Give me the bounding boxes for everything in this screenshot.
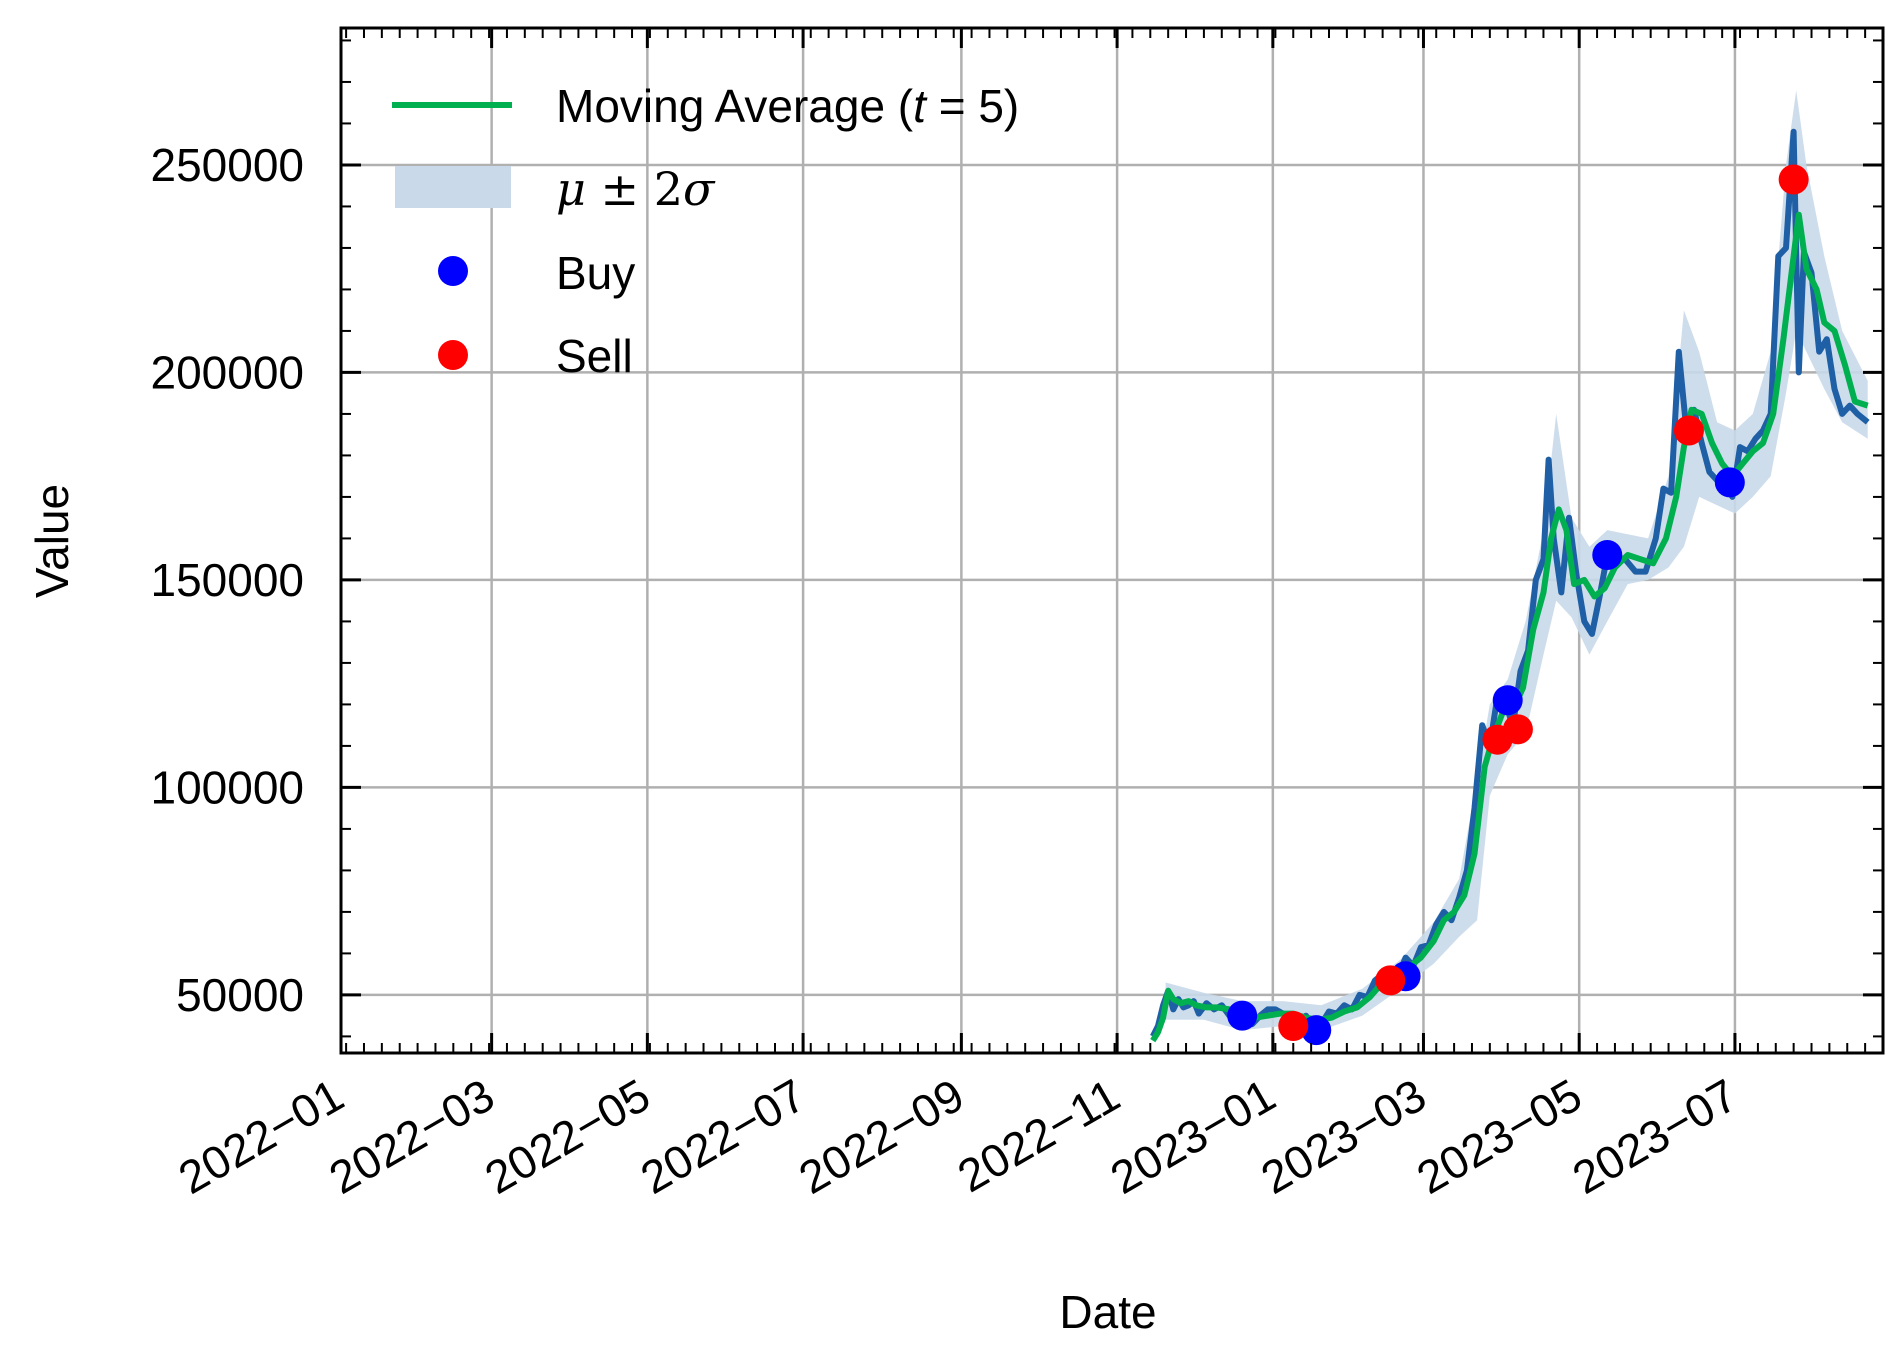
legend-band-swatch	[395, 166, 511, 208]
y-tick-label: 50000	[176, 969, 304, 1021]
sell-marker	[1778, 164, 1809, 195]
axis-ticks	[339, 28, 1884, 1053]
legend-ma-text: Moving Average (	[556, 80, 914, 132]
legend-sell-marker	[438, 340, 468, 370]
grid-lines	[339, 28, 1883, 1053]
legend-ma-variable: t	[913, 80, 928, 132]
legend-buy-marker	[438, 256, 468, 286]
buy-marker	[1592, 540, 1623, 571]
buy-marker	[1301, 1015, 1332, 1046]
y-tick-label: 250000	[151, 139, 305, 191]
legend-moving-average-label: Moving Average (t = 5)	[556, 80, 1019, 132]
trade-markers	[1227, 164, 1809, 1046]
buy-marker	[1492, 685, 1523, 716]
sell-marker	[1278, 1011, 1309, 1042]
buy-marker	[1227, 1000, 1258, 1031]
y-tick-label: 200000	[151, 346, 305, 398]
legend-buy-label: Buy	[556, 247, 635, 299]
y-tick-labels: 50000 100000 150000 200000 250000	[151, 139, 305, 1021]
sell-marker	[1502, 714, 1533, 745]
x-axis-label: Date	[1059, 1286, 1156, 1338]
plot-frame	[339, 26, 1885, 1055]
legend-band-pm: ± 2	[586, 162, 683, 216]
legend-sell-label: Sell	[556, 330, 633, 382]
y-axis-label: Value	[26, 484, 78, 598]
y-tick-label: 100000	[151, 761, 305, 813]
legend-ma-window: = 5)	[926, 80, 1019, 132]
sell-marker	[1375, 965, 1406, 996]
sell-marker	[1673, 415, 1704, 446]
buy-marker	[1714, 467, 1745, 498]
y-tick-label: 150000	[151, 554, 305, 606]
legend-band-sigma: σ	[683, 162, 716, 216]
legend-band-label: μ ± 2σ	[556, 162, 716, 216]
legend-band-mu: μ	[556, 162, 586, 216]
legend: Moving Average (t = 5) μ ± 2σ Buy Sell	[392, 80, 1019, 382]
